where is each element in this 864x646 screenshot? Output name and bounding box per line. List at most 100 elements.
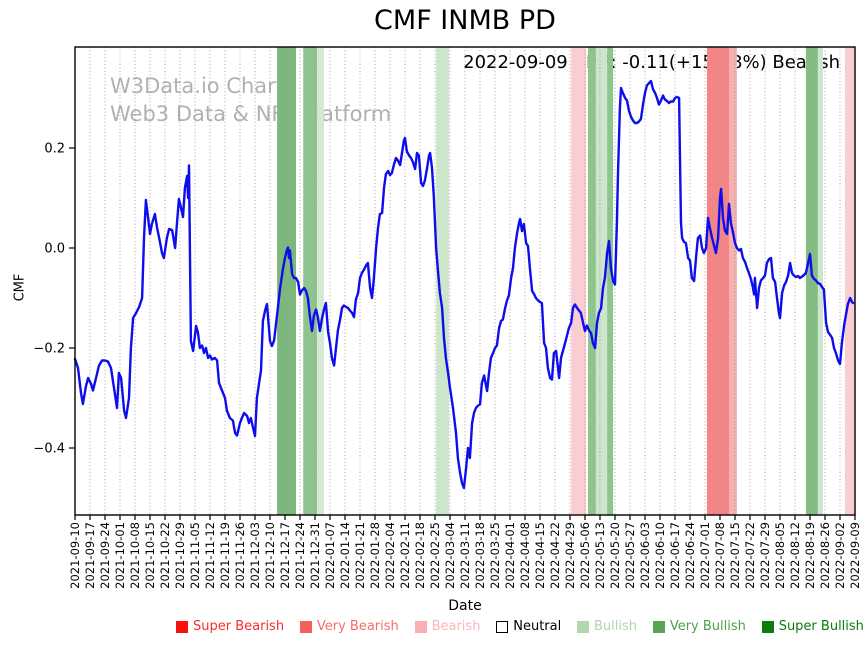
legend-item-bearish: Bearish xyxy=(414,619,481,634)
x-tick-label: 2021-11-26 xyxy=(233,522,247,589)
signal-band-very-bullish xyxy=(277,47,296,515)
legend-item-bullish: Bullish xyxy=(577,619,637,634)
x-tick-label: 2022-08-19 xyxy=(803,522,817,589)
x-tick-label: 2022-05-20 xyxy=(608,522,622,589)
signal-band-bullish xyxy=(595,47,607,515)
x-tick-label: 2022-02-18 xyxy=(413,522,427,589)
x-tick-label: 2022-04-15 xyxy=(533,522,547,589)
x-tick-label: 2022-04-01 xyxy=(503,522,517,589)
x-axis-label: Date xyxy=(448,598,482,614)
signal-bands xyxy=(277,47,855,515)
x-tick-label: 2021-09-17 xyxy=(83,522,97,589)
latest-annotation: 2022-09-09 CMF: -0.11(+15.08%) Bearish xyxy=(463,52,840,73)
signal-band-very-bullish xyxy=(303,47,318,515)
x-tick-label: 2022-03-04 xyxy=(443,522,457,589)
page-title: CMF INMB PD xyxy=(374,5,556,36)
x-tick-label: 2022-09-02 xyxy=(833,522,847,589)
signal-band-very-bullish xyxy=(588,47,596,515)
signal-band-very-bearish xyxy=(706,47,729,515)
x-tick-label: 2022-04-22 xyxy=(548,522,562,589)
x-tick-label: 2022-09-09 xyxy=(848,522,862,589)
x-tick-label: 2022-01-21 xyxy=(353,522,367,589)
plot-frame xyxy=(74,46,856,516)
x-tick-label: 2021-11-12 xyxy=(203,522,217,589)
x-tick-label: 2022-03-18 xyxy=(473,522,487,589)
x-tick-label: 2022-07-29 xyxy=(758,522,772,589)
legend-item-very-bullish: Very Bullish xyxy=(652,619,746,634)
y-tick-label: 0.2 xyxy=(44,142,65,157)
x-tick-label: 2021-09-24 xyxy=(98,522,112,589)
signal-band-very-bullish xyxy=(805,47,818,515)
signal-band-bullish xyxy=(317,47,324,515)
x-tick-label: 2022-04-29 xyxy=(563,522,577,589)
legend-label-neutral: Neutral xyxy=(513,619,562,634)
legend-label-bearish: Bearish xyxy=(431,619,481,634)
x-tick-label: 2022-08-26 xyxy=(818,522,832,589)
x-tick-label: 2021-10-01 xyxy=(113,522,127,589)
legend-item-neutral: Neutral xyxy=(496,619,561,634)
x-tick-label: 2022-07-08 xyxy=(713,522,727,589)
cmf-plot: 2021-09-10 2021-09-17 2021-09-24 2021-10-01… xyxy=(33,46,862,589)
x-tick-label: 2022-06-10 xyxy=(653,522,667,589)
x-tick-label: 2022-01-14 xyxy=(338,522,352,589)
legend-label-very-bullish: Very Bullish xyxy=(669,619,746,634)
legend-swatch-super-bearish xyxy=(176,620,188,633)
x-tick-label: 2022-02-11 xyxy=(398,522,412,589)
x-tick-label: 2021-11-19 xyxy=(218,522,232,589)
legend-label-super-bullish: Super Bullish xyxy=(778,619,864,634)
x-tick-label: 2021-10-22 xyxy=(158,522,172,589)
y-axis-ticks: 0.2 0.0 −0.2 −0.4 xyxy=(33,142,75,457)
y-axis-label: CMF xyxy=(12,273,28,302)
x-tick-label: 2021-12-31 xyxy=(308,522,322,589)
x-tick-label: 2021-12-17 xyxy=(278,522,292,589)
y-tick-label: −0.2 xyxy=(33,342,65,357)
x-tick-label: 2022-01-07 xyxy=(323,522,337,589)
signal-band-bearish xyxy=(844,47,855,515)
x-tick-label: 2022-07-15 xyxy=(728,522,742,589)
x-tick-label: 2022-02-04 xyxy=(383,522,397,589)
cmf-line xyxy=(73,79,855,490)
x-tick-label: 2022-05-27 xyxy=(623,522,637,589)
x-tick-label: 2021-11-05 xyxy=(188,522,202,589)
x-tick-label: 2022-04-08 xyxy=(518,522,532,589)
signal-band-very-bearish xyxy=(729,47,737,515)
legend-swatch-super-bullish xyxy=(761,620,774,633)
x-tick-label: 2021-12-10 xyxy=(263,522,277,589)
x-tick-label: 2022-07-01 xyxy=(698,522,712,589)
x-tick-label: 2021-12-24 xyxy=(293,522,307,589)
signal-band-bullish xyxy=(436,47,449,515)
legend-item-super-bearish: Super Bearish xyxy=(176,619,284,634)
legend-swatch-neutral xyxy=(496,620,509,633)
x-tick-label: 2022-07-22 xyxy=(743,522,757,589)
x-tick-label: 2022-03-25 xyxy=(488,522,502,589)
legend-label-super-bearish: Super Bearish xyxy=(193,619,285,634)
legend-item-very-bearish: Very Bearish xyxy=(299,619,399,634)
legend-swatch-bearish xyxy=(414,620,427,633)
x-tick-label: 2021-10-29 xyxy=(173,522,187,589)
gridlines xyxy=(74,47,856,515)
legend-swatch-bullish xyxy=(577,620,590,633)
legend-label-bullish: Bullish xyxy=(594,619,638,634)
x-tick-label: 2022-05-13 xyxy=(593,522,607,589)
x-tick-label: 2021-10-08 xyxy=(128,522,142,589)
x-tick-label: 2021-10-15 xyxy=(143,522,157,589)
legend-label-very-bearish: Very Bearish xyxy=(316,619,399,634)
x-tick-label: 2022-03-11 xyxy=(458,522,472,589)
watermark-line2: Web3 Data & NFT Platform xyxy=(110,102,392,126)
x-tick-label: 2021-12-03 xyxy=(248,522,262,589)
legend: Super Bearish Very Bearish Bearish Neutral B… xyxy=(176,619,864,634)
x-tick-label: 2022-05-06 xyxy=(578,522,592,589)
legend-swatch-very-bullish xyxy=(652,620,665,633)
legend-item-super-bullish: Super Bullish xyxy=(761,619,864,634)
y-tick-label: 0.0 xyxy=(44,242,65,257)
signal-band-bullish xyxy=(817,47,823,515)
x-tick-label: 2022-01-28 xyxy=(368,522,382,589)
y-tick-label: −0.4 xyxy=(33,442,65,457)
x-tick-label: 2022-08-05 xyxy=(773,522,787,589)
x-tick-label: 2022-08-12 xyxy=(788,522,802,589)
signal-band-bearish xyxy=(571,47,587,515)
x-axis-ticks: 2021-09-10 2021-09-17 2021-09-24 2021-10-01… xyxy=(68,515,862,589)
x-tick-label: 2021-09-10 xyxy=(68,522,82,589)
x-tick-label: 2022-06-24 xyxy=(683,522,697,589)
